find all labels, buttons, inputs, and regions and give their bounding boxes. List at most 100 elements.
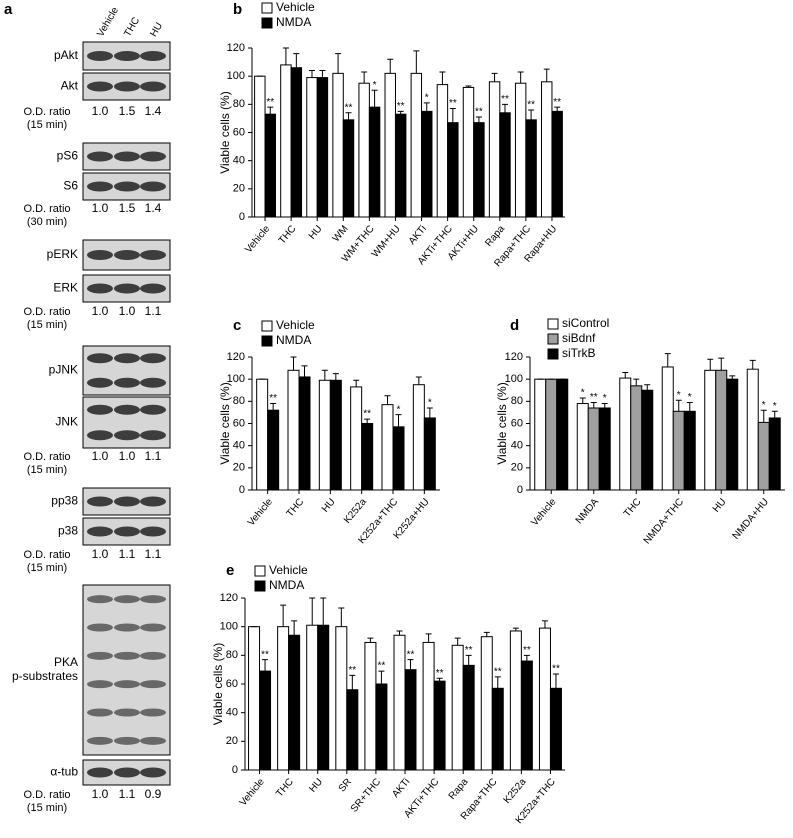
legend-swatch: [261, 320, 273, 332]
significance: *: [677, 390, 681, 401]
significance: *: [688, 392, 692, 403]
error-bar: [436, 677, 443, 682]
bar: [277, 626, 290, 771]
blot-band: [87, 430, 113, 441]
ratio-value: 1.0: [92, 104, 109, 118]
error-bar: [270, 403, 277, 411]
legend-label: Vehicle: [276, 0, 315, 14]
bar: [549, 687, 562, 771]
error-bar: [291, 620, 298, 636]
bar: [264, 113, 276, 218]
bar: [329, 379, 342, 491]
error-bar: [512, 627, 519, 631]
blot-band: [87, 151, 113, 162]
bar: [525, 119, 537, 218]
significance: **: [501, 94, 509, 105]
bar: [393, 634, 406, 771]
bar: [280, 64, 292, 218]
blot-band: [114, 736, 140, 745]
legend-label: NMDA: [269, 578, 304, 592]
bar: [267, 409, 280, 491]
error-bar: [454, 637, 461, 646]
y-tick-label: 40: [226, 707, 238, 719]
ratio-value: 1.0: [92, 304, 109, 318]
bar: [288, 634, 301, 771]
error-bar: [465, 85, 472, 88]
legend-label: siTrkB: [562, 346, 596, 360]
band-label: pERK: [47, 247, 78, 261]
blot-band: [87, 496, 113, 507]
significance: **: [527, 100, 535, 111]
bar: [381, 404, 394, 491]
blot-band: [140, 430, 166, 441]
ratio-time: (30 min): [27, 216, 67, 228]
bar: [290, 67, 303, 218]
ratio-value: 1.1: [145, 304, 162, 318]
y-tick-label: 0: [517, 484, 523, 496]
blot-band: [114, 496, 140, 507]
blot-band: [140, 680, 166, 689]
error-bar: [349, 674, 356, 690]
blot-band: [140, 353, 166, 364]
blot-band: [114, 283, 140, 294]
significance: **: [363, 409, 371, 420]
significance: **: [590, 392, 598, 403]
legend-swatch: [547, 348, 559, 360]
band-label: PKA: [54, 655, 78, 669]
x-tick-label: THC: [285, 497, 307, 520]
y-tick-label: 40: [233, 155, 245, 167]
blot-band: [114, 377, 140, 388]
legend-swatch: [261, 17, 273, 29]
blot-band: [140, 283, 166, 294]
legend-label: NMDA: [276, 15, 311, 29]
band-label: α-tub: [50, 765, 78, 779]
blot-band: [140, 623, 166, 632]
error-bar: [384, 395, 391, 405]
legend-label: siControl: [562, 316, 609, 330]
x-tick-label: Vehicle: [529, 496, 558, 528]
significance: *: [373, 80, 377, 91]
blot-band: [87, 51, 113, 61]
blot-band: [114, 81, 140, 92]
error-bar: [378, 670, 385, 684]
bar: [541, 81, 553, 218]
blot-band: [114, 767, 140, 778]
blot-band: [114, 430, 140, 441]
ratio-value: 0.9: [145, 787, 162, 801]
error-bar: [425, 633, 432, 643]
x-tick-label: NMDA: [574, 496, 602, 526]
blot-band: [140, 708, 166, 717]
y-tick-label: 0: [239, 484, 245, 496]
ratio-time: (15 min): [27, 319, 67, 331]
significance: **: [552, 664, 560, 675]
lane-label: Vehicle: [95, 5, 121, 39]
x-tick-label: NMDA+HU: [731, 497, 771, 542]
significance: **: [465, 645, 473, 656]
panel-letter: d: [510, 317, 519, 334]
blot-band: [140, 404, 166, 415]
y-tick-label: 0: [232, 764, 238, 776]
error-bar: [707, 358, 714, 371]
bar: [259, 670, 272, 771]
bar: [683, 410, 696, 491]
bar: [361, 423, 374, 491]
bar: [598, 407, 611, 491]
bar: [451, 644, 464, 771]
band-label: pJNK: [49, 363, 78, 377]
bar: [534, 378, 547, 491]
bar: [704, 369, 717, 491]
error-bar: [491, 72, 498, 82]
bar: [394, 113, 407, 218]
x-tick-label: SR+THC: [349, 777, 383, 815]
error-bar: [293, 53, 300, 68]
y-tick-label: 20: [233, 183, 245, 195]
ratio-value: 1.4: [145, 201, 162, 215]
error-bar: [396, 630, 403, 636]
x-tick-label: HU: [307, 777, 325, 795]
significance: **: [523, 645, 531, 656]
bar: [641, 389, 654, 491]
significance: **: [449, 98, 457, 109]
legend-label: Vehicle: [269, 563, 308, 577]
ratio-label: O.D. ratio: [23, 549, 70, 561]
ratio-label: O.D. ratio: [23, 306, 70, 318]
